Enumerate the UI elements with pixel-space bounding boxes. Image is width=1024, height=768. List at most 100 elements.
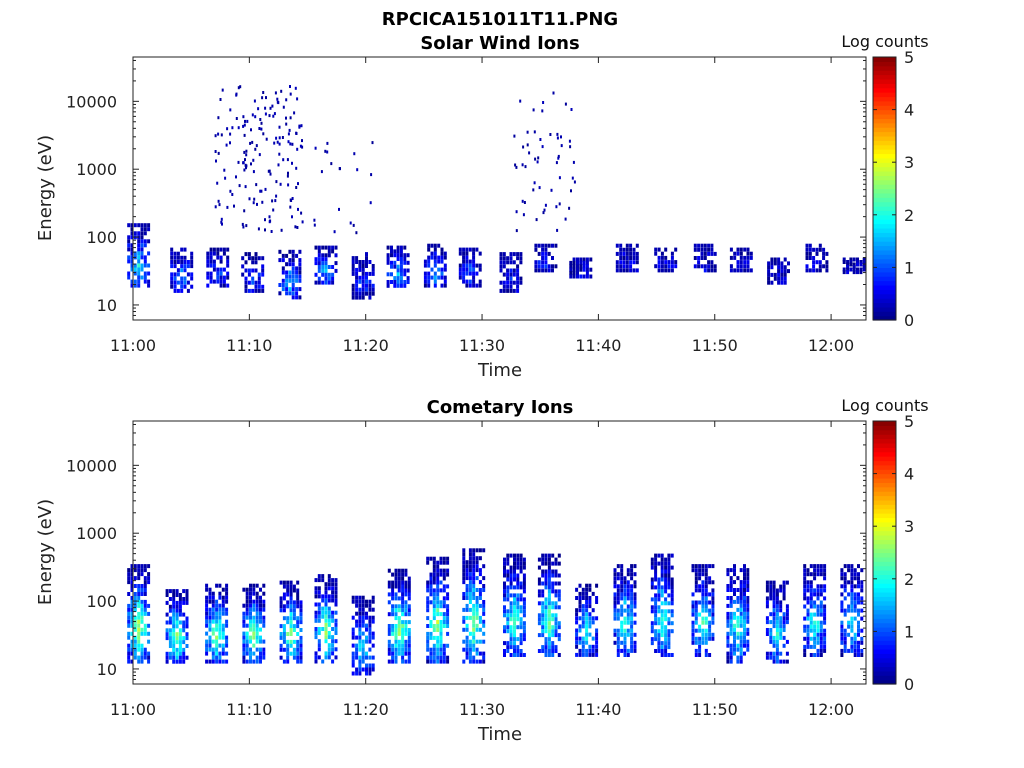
- count-cell: [355, 260, 359, 264]
- scatter-cell: [226, 127, 229, 131]
- count-cell: [588, 596, 592, 600]
- count-cell: [633, 640, 637, 645]
- count-cell: [840, 572, 844, 577]
- count-cell: [853, 648, 857, 653]
- count-cell: [317, 594, 321, 599]
- count-cell: [468, 548, 472, 553]
- count-cell: [190, 284, 194, 289]
- count-cell: [743, 247, 747, 252]
- count-cell: [140, 611, 144, 616]
- count-cell: [805, 264, 809, 269]
- count-cell: [860, 584, 864, 589]
- colorbar-segment: [873, 464, 896, 470]
- count-cell: [840, 653, 844, 657]
- count-cell: [557, 589, 561, 594]
- count-cell: [803, 596, 807, 601]
- count-cell: [317, 655, 321, 660]
- count-cell: [176, 280, 180, 285]
- count-cell: [743, 564, 746, 569]
- count-cell: [537, 264, 541, 269]
- count-cell: [711, 608, 715, 613]
- count-cell: [168, 651, 172, 656]
- scatter-cell: [524, 165, 527, 169]
- count-cell: [279, 643, 283, 648]
- count-cell: [396, 245, 400, 250]
- count-cell: [209, 279, 213, 284]
- count-cell: [772, 612, 776, 617]
- scatter-cell: [564, 102, 567, 106]
- scatter-cell: [235, 92, 238, 96]
- scatter-cell: [537, 156, 540, 160]
- count-cell: [133, 568, 137, 573]
- scatter-cell: [278, 142, 281, 146]
- count-cell: [620, 612, 624, 617]
- count-cell: [537, 613, 541, 618]
- count-cell: [361, 611, 365, 616]
- count-cell: [351, 595, 355, 600]
- count-cell: [775, 608, 779, 613]
- count-cell: [765, 588, 769, 593]
- count-cell: [426, 639, 430, 644]
- count-cell: [840, 620, 844, 625]
- scatter-cell: [295, 166, 298, 170]
- count-cell: [704, 608, 708, 613]
- count-cell: [292, 588, 296, 593]
- count-cell: [777, 276, 781, 281]
- count-cell: [803, 624, 807, 629]
- count-cell: [691, 608, 695, 613]
- scatter-cell: [300, 211, 303, 215]
- count-cell: [468, 263, 472, 268]
- count-cell: [226, 247, 230, 252]
- count-cell: [331, 610, 335, 615]
- colorbar-segment: [873, 175, 896, 181]
- count-cell: [860, 628, 864, 633]
- count-cell: [513, 569, 516, 574]
- count-cell: [242, 615, 246, 620]
- count-cell: [808, 251, 812, 256]
- count-cell: [620, 588, 624, 593]
- count-cell: [544, 653, 548, 657]
- count-cell: [314, 614, 318, 619]
- count-cell: [739, 631, 743, 636]
- count-cell: [843, 572, 847, 577]
- count-cell: [472, 576, 476, 581]
- count-cell: [147, 251, 151, 256]
- count-cell: [746, 615, 750, 620]
- count-cell: [534, 247, 538, 252]
- x-tick-label: 11:40: [575, 700, 621, 719]
- count-cell: [262, 583, 266, 588]
- count-cell: [172, 616, 176, 621]
- count-cell: [465, 568, 469, 573]
- count-cell: [472, 627, 476, 632]
- scatter-cell: [246, 119, 249, 123]
- count-cell: [785, 616, 789, 621]
- count-cell: [175, 647, 179, 652]
- count-cell: [512, 288, 516, 293]
- count-cell: [813, 600, 817, 605]
- count-cell: [809, 636, 813, 641]
- count-cell: [698, 644, 702, 649]
- count-cell: [849, 262, 853, 267]
- count-cell: [823, 620, 827, 625]
- count-cell: [849, 267, 853, 272]
- count-cell: [743, 572, 746, 577]
- count-cell: [708, 592, 712, 597]
- count-cell: [667, 581, 671, 586]
- count-cell: [516, 276, 520, 281]
- count-cell: [625, 247, 629, 252]
- count-cell: [785, 639, 789, 644]
- count-cell: [623, 576, 627, 581]
- count-cell: [404, 600, 408, 605]
- count-cell: [394, 631, 398, 636]
- count-cell: [298, 262, 302, 267]
- count-cell: [468, 564, 472, 569]
- count-cell: [327, 249, 331, 254]
- count-cell: [185, 589, 189, 594]
- colorbar-segment: [873, 184, 896, 190]
- count-cell: [541, 645, 545, 650]
- count-cell: [391, 655, 395, 660]
- count-cell: [279, 624, 283, 629]
- count-cell: [743, 611, 746, 616]
- count-cell: [823, 640, 827, 645]
- count-cell: [704, 584, 708, 589]
